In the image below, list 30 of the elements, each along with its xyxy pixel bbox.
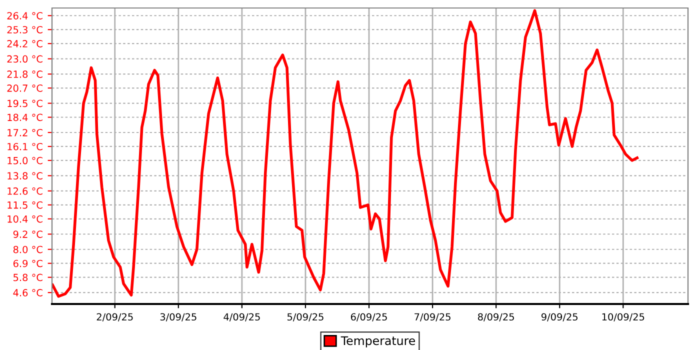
x-tick-label: 4/09/25 [224,313,260,322]
x-tick-label: 6/09/25 [350,313,387,322]
y-tick-label: 17.2 °C [8,128,42,136]
y-tick-label: 13.8 °C [8,172,42,180]
y-tick-label: 5.8 °C [14,274,42,282]
x-tick-label: 10/09/25 [602,313,644,322]
y-tick-label: 18.4 °C [8,114,42,122]
y-tick-label: 6.9 °C [13,260,42,268]
y-tick-label: 23.0 °C [7,55,42,63]
legend-label: Temperature [340,336,416,348]
y-tick-label: 4.6 °C [13,289,42,296]
y-tick-label: 9.2 °C [13,230,42,238]
y-tick-label: 25.3 °C [7,26,42,34]
x-tick-label: 3/09/25 [160,313,196,322]
y-tick-label: 8.0 °C [13,246,42,254]
x-tick-label: 9/09/25 [541,313,578,322]
y-tick-label: 26.4 °C [7,12,42,20]
y-tick-label: 20.7 °C [7,84,42,92]
x-tick-label: 7/09/25 [414,313,450,322]
y-tick-label: 10.4 °C [8,215,42,223]
y-tick-label: 24.2 °C [7,40,42,48]
y-tick-label: 11.5 °C [8,201,42,209]
x-tick-label: 2/09/25 [96,313,133,322]
x-tick-label: 8/09/25 [478,313,514,322]
y-tick-label: 12.6 °C [8,187,42,195]
y-tick-label: 19.5 °C [8,100,42,108]
y-tick-label: 21.8 °C [7,70,42,78]
y-tick-label: 16.1 °C [8,142,42,150]
x-tick-label: 5/09/25 [287,313,324,322]
y-tick-label: 15.0 °C [8,156,42,164]
